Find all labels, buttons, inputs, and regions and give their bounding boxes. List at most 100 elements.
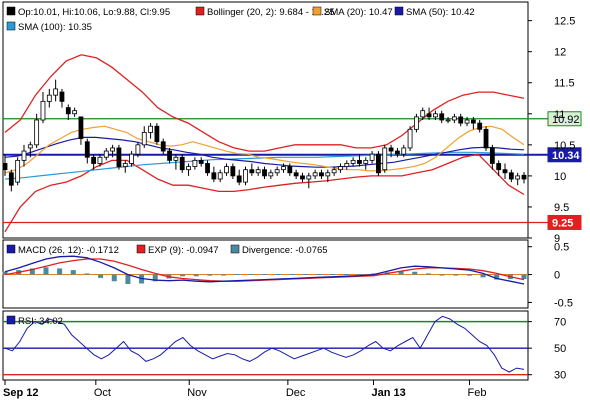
candle-body <box>350 159 356 164</box>
candle-body <box>451 116 457 121</box>
macd-line <box>4 255 525 285</box>
divergence-bar <box>480 274 486 278</box>
candle-body <box>53 88 59 96</box>
candle-body <box>426 113 432 118</box>
panel-frame <box>2 239 529 309</box>
divergence-bar <box>70 270 76 275</box>
x-tick-label: Jan 13 <box>371 387 405 399</box>
orange-square-icon <box>312 6 322 16</box>
x-tick-label: Oct <box>94 387 111 399</box>
divergence-bar <box>43 267 49 275</box>
candle-body <box>173 156 179 161</box>
candle-body <box>262 169 267 177</box>
candle-body <box>211 172 217 180</box>
y-tick-label: 30 <box>554 370 566 382</box>
candle-body <box>135 144 141 155</box>
divergence-bar <box>494 274 500 280</box>
y-tick-label: 9 <box>554 233 560 245</box>
y-tick-label: 0.5 <box>554 242 569 254</box>
candle-body <box>319 172 324 177</box>
teal-square-icon <box>230 244 240 254</box>
candle-body <box>236 175 242 183</box>
divergence-bar <box>412 271 418 275</box>
candle-body <box>521 174 527 180</box>
y-tick-label: 11.5 <box>554 78 575 90</box>
candle-body <box>274 169 280 174</box>
divergence-bar <box>357 274 363 275</box>
candle-body <box>496 163 502 171</box>
candle-body <box>198 159 204 164</box>
candle-body <box>432 113 438 118</box>
price-panel: 10.92 10.34 9.25 12.5 12 11.5 11 10.5 10 9.5 9 Op:1… <box>2 1 582 245</box>
y-tick-label: 70 <box>554 317 566 329</box>
candle-body <box>186 166 191 171</box>
divergence-bar <box>180 274 186 277</box>
candle-body <box>502 169 508 174</box>
macd-panel: 0.5 0 -0.5 MACD (26, 12): -0.1712 EXP (9): -… <box>2 239 573 309</box>
candle-body <box>483 128 489 149</box>
divergence-bar <box>29 268 35 275</box>
candle-body <box>84 141 90 158</box>
legend-label: EXP (9): -0.0947 <box>148 245 219 256</box>
candle-body <box>331 169 337 174</box>
candle-body <box>224 166 229 174</box>
candle-body <box>46 94 52 102</box>
candle-body <box>110 147 115 152</box>
level-label-box <box>547 147 582 163</box>
divergence-bar <box>439 274 445 276</box>
divergence-bar <box>302 274 308 275</box>
candle-body <box>458 116 464 124</box>
candle-body <box>363 159 369 164</box>
x-tick-label: Dec <box>286 387 306 399</box>
candle-body <box>414 116 419 130</box>
divergence-bar <box>262 274 267 275</box>
blue-square-icon <box>394 6 404 16</box>
candle-body <box>116 147 122 167</box>
candle-body <box>287 166 293 174</box>
candle-body <box>489 147 495 164</box>
divergence-bar <box>152 274 158 282</box>
y-tick-label: 9.5 <box>554 202 569 214</box>
divergence-bar <box>425 273 431 275</box>
y-tick-label: 0 <box>554 270 560 282</box>
x-tick-label: Feb <box>468 387 487 399</box>
candle-body <box>464 119 470 124</box>
lightblue-square-icon <box>6 21 16 31</box>
candle-body <box>268 172 274 177</box>
level-label: 9.25 <box>552 217 573 229</box>
y-tick-label: 12 <box>554 47 566 59</box>
candle-body <box>388 147 394 152</box>
red-square-icon <box>136 244 146 254</box>
y-tick-label: 10 <box>554 171 566 183</box>
candle-body <box>255 169 261 174</box>
y-tick-label: 12.5 <box>554 16 575 28</box>
x-axis: Sep 12 Oct Nov Dec Jan 13 Feb <box>3 380 486 399</box>
divergence-bar <box>398 271 404 275</box>
legend-label: Op:10.01, Hi:10.06, Lo:9.88, Cl:9.95 <box>18 7 170 18</box>
candle-body <box>300 175 305 180</box>
candle-body <box>344 163 350 167</box>
divergence-bar <box>275 274 281 275</box>
candle-body <box>72 110 78 115</box>
candle-body <box>8 172 14 186</box>
candle-body <box>141 132 147 146</box>
level-label-box <box>547 111 582 127</box>
candle-body <box>281 166 286 171</box>
divergence-bar <box>111 274 117 282</box>
candle-body <box>325 172 331 177</box>
legend-label: Bollinger (20, 2): 9.684 - 11.25 <box>207 7 335 18</box>
candle-body <box>293 172 299 177</box>
candle-body <box>338 166 343 171</box>
candle-body <box>420 110 426 118</box>
candle-body <box>59 91 65 102</box>
legend-label: SMA (20): 10.47 <box>324 7 393 18</box>
candle-body <box>470 119 476 124</box>
candle-body <box>21 150 27 161</box>
divergence-bar <box>453 274 459 276</box>
candle-body <box>230 166 236 177</box>
legend-label: SMA (50): 10.42 <box>406 7 475 18</box>
y-tick-label: 11 <box>554 109 565 121</box>
divergence-bar <box>221 274 227 276</box>
blue-square-icon <box>6 315 16 325</box>
divergence-bar <box>248 274 254 275</box>
